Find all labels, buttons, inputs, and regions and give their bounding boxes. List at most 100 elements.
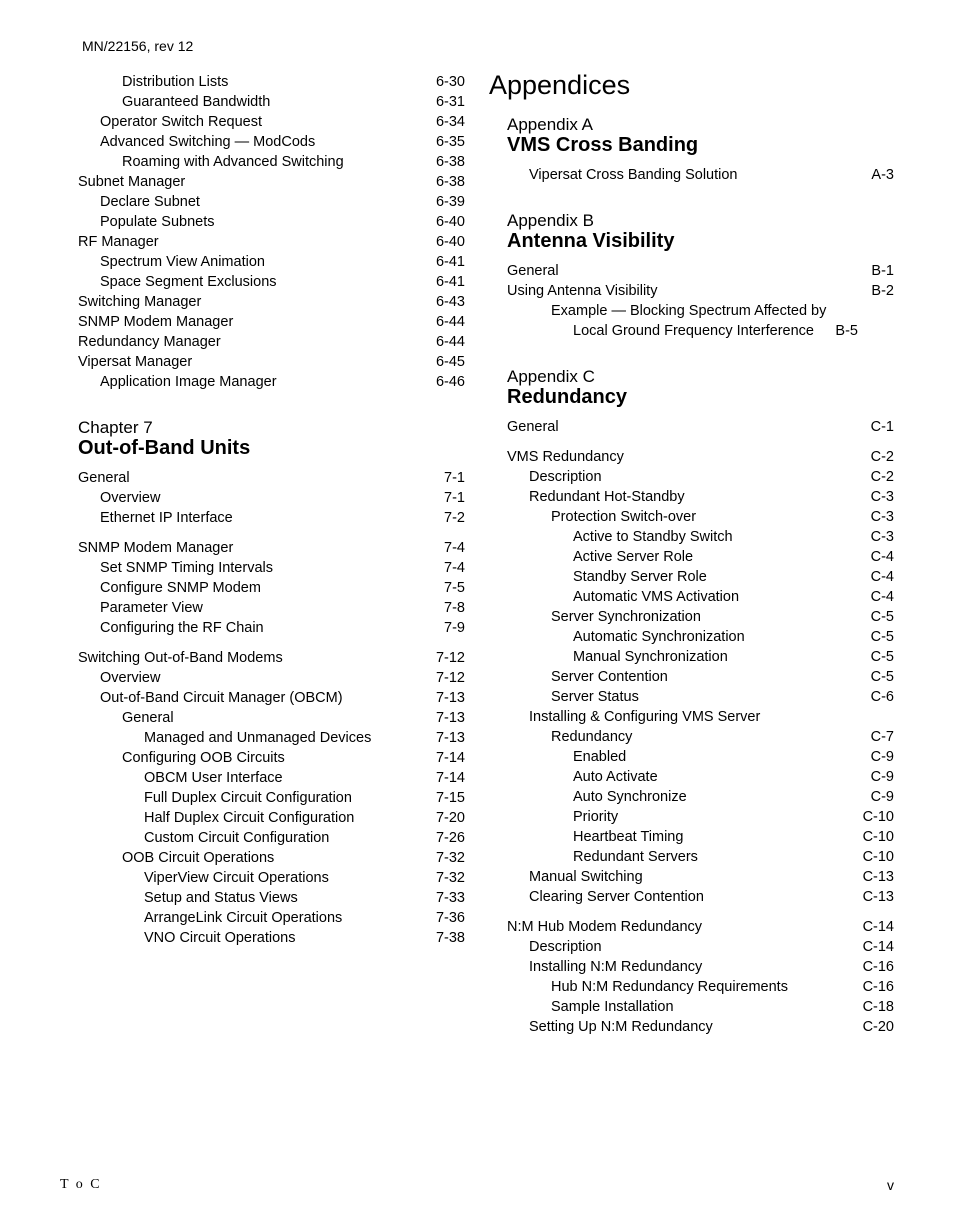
toc-entry-page: 7-1	[427, 468, 465, 488]
toc-entry-page: C-2	[856, 447, 894, 467]
toc-entry-page: C-13	[856, 867, 894, 887]
toc-entry: Automatic SynchronizationC-5	[489, 627, 894, 647]
toc-entry-page: 7-12	[427, 668, 465, 688]
toc-entry-page: 6-41	[427, 252, 465, 272]
toc-entry: Overview7-1	[60, 488, 465, 508]
toc-entry-label: N:M Hub Modem Redundancy	[507, 917, 702, 937]
toc-entry-page: C-18	[856, 997, 894, 1017]
toc-entry: Local Ground Frequency InterferenceB-5	[489, 321, 894, 341]
toc-entry-page: 6-31	[427, 92, 465, 112]
toc-entry-label: Roaming with Advanced Switching	[122, 152, 344, 172]
right-column: Appendices Appendix A VMS Cross Banding …	[489, 72, 894, 1047]
appendix-label: Appendix A	[507, 115, 894, 135]
toc-entry: DescriptionC-14	[489, 937, 894, 957]
toc-block: GeneralB-1Using Antenna VisibilityB-2Exa…	[489, 261, 894, 341]
footer-right: v	[887, 1177, 894, 1193]
toc-entry-page: 7-13	[427, 728, 465, 748]
toc-entry: Clearing Server ContentionC-13	[489, 887, 894, 907]
toc-entry-page: 7-33	[427, 888, 465, 908]
toc-entry: Redundant Servers C-10	[489, 847, 894, 867]
toc-entry-label: Protection Switch-over	[551, 507, 696, 527]
toc-entry: Standby Server RoleC-4	[489, 567, 894, 587]
toc-entry-label: Application Image Manager	[100, 372, 277, 392]
toc-entry: Setup and Status Views7-33	[60, 888, 465, 908]
page-footer: T o C v	[60, 1177, 894, 1193]
toc-entry-page: 7-12	[427, 648, 465, 668]
chapter-label: Chapter 7	[78, 418, 465, 438]
toc-entry: Application Image Manager6-46	[60, 372, 465, 392]
toc-entry-page: C-3	[856, 527, 894, 547]
toc-entry-label: ViperView Circuit Operations	[144, 868, 329, 888]
toc-entry: Subnet Manager6-38	[60, 172, 465, 192]
toc-entry-page: 6-45	[427, 352, 465, 372]
document-header: MN/22156, rev 12	[82, 38, 894, 54]
part-title: Appendices	[489, 70, 894, 101]
toc-entry-label: General	[78, 468, 130, 488]
toc-entry-page: 6-38	[427, 172, 465, 192]
toc-entry-page: C-3	[856, 487, 894, 507]
toc-entry: Redundant Hot-Standby C-3	[489, 487, 894, 507]
toc-entry-page: C-10	[856, 827, 894, 847]
toc-entry-page: C-7	[856, 727, 894, 747]
toc-entry: Server SynchronizationC-5	[489, 607, 894, 627]
toc-entry-label: Redundant Hot-Standby	[529, 487, 685, 507]
toc-entry-label: Advanced Switching — ModCods	[100, 132, 315, 152]
toc-entry: Half Duplex Circuit Configuration7-20	[60, 808, 465, 828]
toc-entry: Configuring the RF Chain7-9	[60, 618, 465, 638]
toc-entry-label: Redundant Servers	[573, 847, 698, 867]
toc-entry-page: C-10	[856, 847, 894, 867]
toc-entry-page: 7-4	[427, 558, 465, 578]
toc-entry-label: Overview	[100, 668, 160, 688]
toc-entry: Out-of-Band Circuit Manager (OBCM)7-13	[60, 688, 465, 708]
toc-entry-label: Server Status	[551, 687, 639, 707]
toc-entry: RF Manager6-40	[60, 232, 465, 252]
appendix-title: VMS Cross Banding	[507, 134, 894, 157]
toc-entry: Declare Subnet6-39	[60, 192, 465, 212]
toc-entry-page: 7-2	[427, 508, 465, 528]
toc-entry: Active Server RoleC-4	[489, 547, 894, 567]
appendix-label: Appendix B	[507, 211, 894, 231]
toc-entry: Heartbeat TimingC-10	[489, 827, 894, 847]
toc-entry: Overview 7-12	[60, 668, 465, 688]
toc-entry: General 7-1	[60, 468, 465, 488]
toc-entry: RedundancyC-7	[489, 727, 894, 747]
toc-entry: Full Duplex Circuit Configuration7-15	[60, 788, 465, 808]
toc-entry-label: Ethernet IP Interface	[100, 508, 233, 528]
toc-entry-page: 6-35	[427, 132, 465, 152]
toc-entry-label: Auto Activate	[573, 767, 658, 787]
toc-entry-page: C-13	[856, 887, 894, 907]
toc-entry-page: C-5	[856, 627, 894, 647]
toc-entry-page: C-16	[856, 977, 894, 997]
toc-entry-page: 6-38	[427, 152, 465, 172]
toc-entry-label: VMS Redundancy	[507, 447, 624, 467]
toc-entry: Guaranteed Bandwidth6-31	[60, 92, 465, 112]
toc-block: General 7-1Overview7-1Ethernet IP Interfa…	[60, 468, 465, 528]
toc-entry-page: C-16	[856, 957, 894, 977]
toc-entry-label: Server Synchronization	[551, 607, 701, 627]
chapter-title: Out-of-Band Units	[78, 437, 465, 460]
toc-entry: Custom Circuit Configuration7-26	[60, 828, 465, 848]
toc-entry: Installing & Configuring VMS Server	[489, 707, 894, 727]
toc-entry-label: Space Segment Exclusions	[100, 272, 277, 292]
toc-entry-label: SNMP Modem Manager	[78, 538, 233, 558]
toc-entry-label: Custom Circuit Configuration	[144, 828, 329, 848]
toc-entry-label: Managed and Unmanaged Devices	[144, 728, 371, 748]
appendix-label: Appendix C	[507, 367, 894, 387]
toc-entry-page: 6-30	[427, 72, 465, 92]
toc-entry-page: 7-32	[427, 868, 465, 888]
toc-entry: GeneralB-1	[489, 261, 894, 281]
left-column: Distribution Lists6-30Guaranteed Bandwid…	[60, 72, 465, 1047]
toc-entry-label: Auto Synchronize	[573, 787, 687, 807]
toc-entry: Advanced Switching — ModCods 6-35	[60, 132, 465, 152]
toc-entry: Setting Up N:M RedundancyC-20	[489, 1017, 894, 1037]
toc-block: N:M Hub Modem RedundancyC-14DescriptionC…	[489, 917, 894, 1037]
toc-entry-label: General	[507, 417, 559, 437]
toc-block: Switching Out-of-Band Modems7-12Overview…	[60, 648, 465, 948]
toc-entry-label: Server Contention	[551, 667, 668, 687]
toc-entry-label: Vipersat Manager	[78, 352, 192, 372]
toc-entry-page: 7-38	[427, 928, 465, 948]
toc-entry: Automatic VMS ActivationC-4	[489, 587, 894, 607]
toc-entry: Switching Manager6-43	[60, 292, 465, 312]
toc-entry-label: SNMP Modem Manager	[78, 312, 233, 332]
toc-entry-page: 7-32	[427, 848, 465, 868]
